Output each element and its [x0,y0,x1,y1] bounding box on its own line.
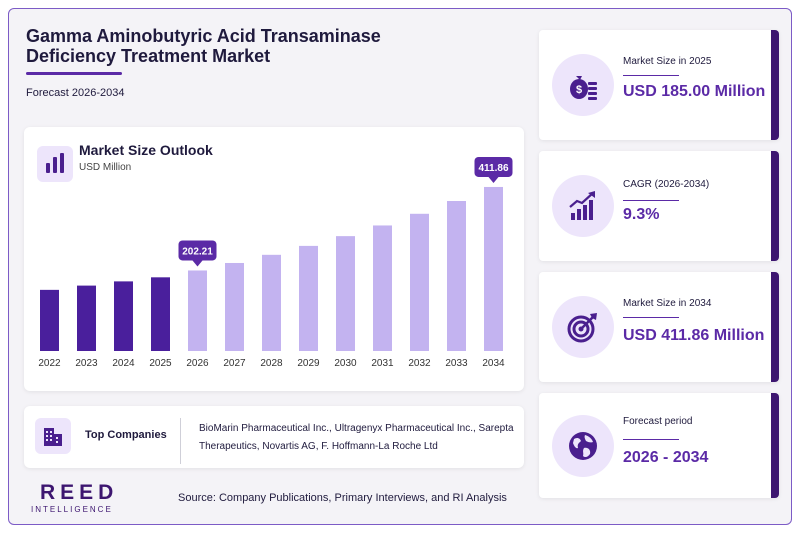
bar-2032 [410,213,429,351]
callout-2034: 411.86 [474,156,513,183]
market-size-bar-chart: 2022 2023 2024 2025 2026 2027 2028 2029 2030 2031… [38,156,513,369]
stat-divider [623,439,679,440]
bar-2023 [77,285,96,351]
x-tick-label: 2024 [112,358,135,369]
stat-card-market-2034: Market Size in 2034 USD 411.86 Million [539,272,779,382]
stat-label: CAGR (2026-2034) [623,179,710,190]
stat-label: Market Size in 2025 [623,56,712,67]
bar-2034 [484,186,503,351]
x-tick-label: 2027 [223,358,246,369]
bar-2025 [151,277,170,351]
top-companies-list: BioMarin Pharmaceutical Inc., Ultragenyx… [199,423,514,452]
building-icon [35,418,71,454]
x-tick-label: 2022 [38,358,61,369]
top-companies-card [24,406,524,468]
bar-chart-icon [37,146,73,182]
stat-card-forecast-period: Forecast period 2026 - 2034 [539,393,779,498]
bar-2028 [262,254,281,351]
x-tick-label: 2032 [408,358,431,369]
callout-2026: 202.21 [178,240,217,267]
brand-logo-subtitle: INTELLIGENCE [31,505,113,514]
chart-title: Market Size Outlook [79,142,213,158]
stat-label: Market Size in 2034 [623,298,712,309]
bar-2022 [40,289,59,351]
bar-2031 [373,225,392,351]
stat-value: 9.3% [623,206,660,223]
page-title: Gamma Aminobutyric Acid Transaminase Def… [26,26,381,66]
bar-2024 [114,281,133,351]
stat-value: USD 185.00 Million [623,83,766,100]
top-companies-label: Top Companies [85,429,167,441]
x-tick-label: 2031 [371,358,394,369]
bar-2029 [299,245,318,351]
x-tick-label: 2030 [334,358,357,369]
stat-value: USD 411.86 Million [623,327,765,344]
stat-value: 2026 - 2034 [623,449,709,466]
card-edge [771,30,779,140]
bar-2027 [225,262,244,351]
source-note: Source: Company Publications, Primary In… [178,492,507,504]
card-edge [771,272,779,382]
chart-unit: USD Million [79,162,132,173]
brand-logo: REED [40,481,119,504]
stat-card-cagr: CAGR (2026-2034) 9.3% [539,151,779,261]
bar-2033 [447,201,466,351]
card-edge [771,151,779,261]
callout-label: 202.21 [182,246,213,257]
stat-card-market-2025: $ Market Size in 2025 USD 185.00 Million [539,30,779,140]
stat-divider [623,75,679,76]
callout-label: 411.86 [478,163,508,174]
money-bag-icon: $ [552,54,614,116]
svg-text:$: $ [576,84,582,96]
x-tick-label: 2034 [482,358,505,369]
forecast-subtitle: Forecast 2026-2034 [26,87,125,99]
x-tick-label: 2033 [445,358,468,369]
companies-divider [180,418,181,464]
stat-divider [623,200,679,201]
x-tick-label: 2025 [149,358,172,369]
stat-label: Forecast period [623,416,693,427]
target-icon [552,296,614,358]
bar-2030 [336,236,355,351]
x-tick-label: 2029 [297,358,320,369]
title-underline [26,72,122,75]
x-tick-label: 2023 [75,358,98,369]
stat-divider [623,317,679,318]
globe-icon [552,415,614,477]
bar-2026 [188,270,207,351]
growth-chart-icon [552,175,614,237]
x-tick-label: 2026 [186,358,209,369]
x-tick-label: 2028 [260,358,283,369]
card-edge [771,393,779,498]
